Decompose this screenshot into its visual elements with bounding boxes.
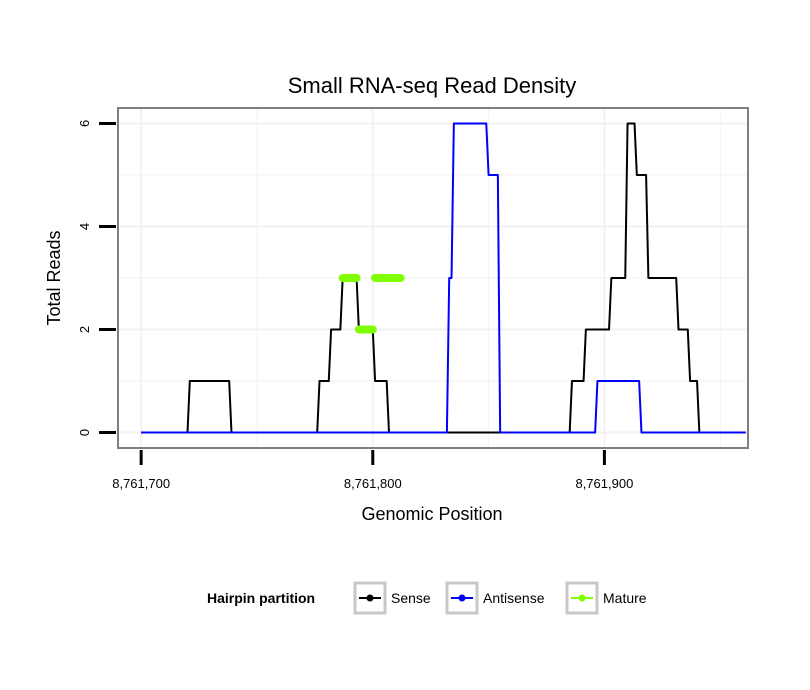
legend-item-mature: Mature bbox=[565, 581, 647, 615]
y-axis-ticks: 0 2 4 6 bbox=[77, 120, 116, 436]
legend-title: Hairpin partition bbox=[207, 590, 315, 606]
y-tick-label: 2 bbox=[77, 326, 92, 333]
y-tick-label: 0 bbox=[77, 429, 92, 436]
series-lines bbox=[141, 122, 746, 434]
legend-label-sense: Sense bbox=[391, 590, 431, 606]
x-axis-label: Genomic Position bbox=[361, 504, 502, 524]
legend-entries: Sense Antisense Mature bbox=[353, 581, 647, 615]
y-tick-label: 6 bbox=[77, 120, 92, 127]
legend-label-mature: Mature bbox=[603, 590, 647, 606]
chart-title: Small RNA-seq Read Density bbox=[288, 73, 577, 98]
y-tick-label: 4 bbox=[77, 223, 92, 230]
legend-key-dot bbox=[458, 594, 466, 602]
legend-item-sense: Sense bbox=[353, 581, 431, 615]
legend-item-antisense: Antisense bbox=[445, 581, 545, 615]
legend-label-antisense: Antisense bbox=[483, 590, 545, 606]
x-tick-label: 8,761,800 bbox=[344, 476, 402, 491]
x-tick-label: 8,761,900 bbox=[575, 476, 633, 491]
x-axis-ticks: 8,761,700 8,761,800 8,761,900 bbox=[112, 450, 633, 491]
y-axis-label: Total Reads bbox=[44, 230, 64, 325]
x-tick-label: 8,761,700 bbox=[112, 476, 170, 491]
antisense-series-line bbox=[141, 122, 746, 434]
legend-key-dot bbox=[578, 594, 586, 602]
legend: Hairpin partition Sense Antisense Mature bbox=[207, 581, 647, 615]
legend-key-dot bbox=[366, 594, 374, 602]
panel-border bbox=[117, 107, 749, 449]
